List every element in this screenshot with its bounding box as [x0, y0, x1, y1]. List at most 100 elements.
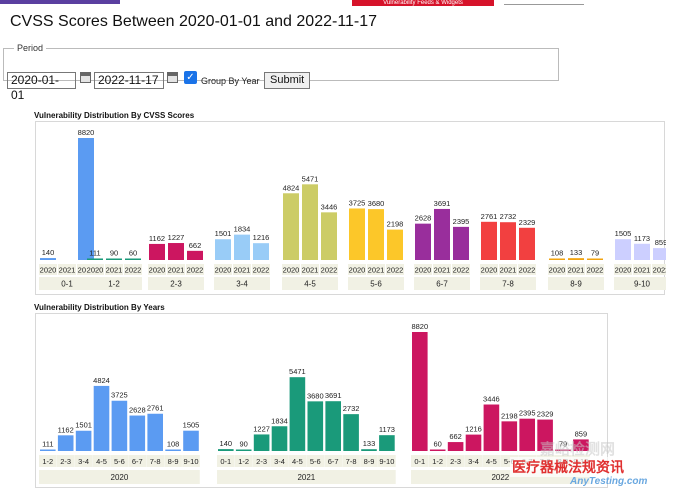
category-tick-bg: [446, 455, 465, 467]
year-tick-label: 2022: [321, 266, 338, 275]
year-tick-label: 2021: [500, 266, 517, 275]
bar: [615, 239, 631, 260]
end-date-input[interactable]: 2022-11-17: [94, 72, 164, 89]
group-tick-label: 6-7: [436, 280, 448, 289]
category-tick-label: 8-9: [168, 457, 179, 466]
cvss-chart-title: Vulnerability Distribution By CVSS Score…: [34, 111, 195, 120]
year-tick-label: 2022: [125, 266, 142, 275]
data-label: 1501: [215, 229, 232, 238]
data-label: 859: [655, 238, 666, 247]
category-tick-bg: [56, 455, 75, 467]
year-tick-label: 2021: [302, 266, 319, 275]
bar: [40, 449, 56, 451]
bar: [325, 401, 341, 451]
year-group-label: 2021: [297, 473, 315, 482]
bar: [218, 449, 234, 451]
category-tick-bg: [306, 455, 325, 467]
bar: [215, 239, 231, 260]
bar: [412, 332, 428, 451]
years-chart-title: Vulnerability Distribution By Years: [34, 303, 165, 312]
bar: [429, 449, 446, 451]
data-label: 79: [591, 249, 599, 258]
submit-button[interactable]: Submit: [264, 72, 311, 89]
category-tick-bg: [252, 455, 271, 467]
nav-fragment-right[interactable]: [504, 0, 584, 5]
category-tick-bg: [342, 455, 360, 467]
year-tick-label: 2020: [481, 266, 498, 275]
calendar-icon[interactable]: [80, 72, 91, 83]
bar: [343, 414, 359, 451]
category-tick-label: 1-2: [42, 457, 53, 466]
bar: [321, 212, 337, 260]
vulnerability-feeds-button[interactable]: Vulnerability Feeds & Widgets: [352, 0, 494, 6]
bar: [283, 193, 299, 260]
group-tick-bg: [614, 277, 670, 290]
data-label: 90: [240, 440, 248, 449]
bar: [307, 401, 324, 451]
year-tick-label: 2022: [519, 266, 536, 275]
nav-fragment[interactable]: [0, 0, 120, 4]
bar: [501, 421, 518, 451]
bar: [379, 435, 395, 451]
bar: [271, 426, 288, 451]
group-tick-label: 1-2: [108, 280, 120, 289]
year-group-bg: [39, 470, 200, 484]
year-tick-bg: [567, 264, 585, 275]
category-tick-label: 0-1: [220, 457, 231, 466]
cvss-chart-frame: 14020202021882020220-1111202090202160202…: [35, 121, 670, 295]
data-label: 3691: [434, 199, 451, 208]
bar: [555, 449, 571, 451]
bar: [453, 226, 469, 260]
year-tick-label: 2021: [568, 266, 585, 275]
data-label: 3725: [111, 391, 128, 400]
year-tick-bg: [86, 264, 104, 275]
data-label: 60: [129, 249, 137, 258]
data-label: 1227: [253, 424, 270, 433]
year-tick-bg: [633, 264, 651, 275]
group-tick-label: 7-8: [502, 280, 514, 289]
start-date-input[interactable]: 2020-01-01: [7, 72, 76, 102]
year-tick-bg: [320, 264, 338, 275]
category-tick-label: 5-6: [504, 457, 515, 466]
watermark-url: AnyTesting.com: [570, 476, 648, 487]
data-label: 2732: [500, 212, 517, 221]
years-distribution-chart: 111 1-2 1162 2-3 1501 3-4 4824 4-5 3725 5-6 2628 6-…: [39, 322, 590, 484]
calendar-icon[interactable]: [167, 72, 178, 83]
data-label: 90: [110, 249, 118, 258]
group-tick-label: 2-3: [170, 280, 182, 289]
category-tick-bg: [128, 455, 147, 467]
bar: [387, 229, 403, 260]
group-tick-bg: [214, 277, 270, 290]
data-label: 1834: [234, 225, 251, 234]
category-tick-label: 9-10: [183, 457, 198, 466]
bar: [78, 138, 94, 260]
category-tick-bg: [324, 455, 342, 467]
bar: [183, 430, 199, 451]
category-tick-label: 7-8: [150, 457, 161, 466]
bar: [500, 222, 516, 260]
category-tick-label: 4-5: [486, 457, 497, 466]
bar: [234, 234, 250, 260]
year-tick-bg: [499, 264, 517, 275]
group-tick-label: 9-10: [634, 280, 651, 289]
bar: [40, 258, 56, 260]
years-chart-frame: 111 1-2 1162 2-3 1501 3-4 4824 4-5 3725 5-6 2628 6-…: [35, 313, 608, 488]
bar: [447, 442, 464, 451]
bar: [653, 248, 669, 260]
data-label: 111: [42, 440, 53, 449]
watermark-site: 嘉峪检测网: [540, 441, 616, 458]
year-tick-bg: [233, 264, 251, 275]
data-label: 1173: [634, 234, 650, 243]
year-tick-bg: [252, 264, 270, 275]
category-tick-bg: [39, 455, 57, 467]
year-group-bg: [217, 470, 396, 484]
data-label: 60: [434, 440, 442, 449]
group-by-year-checkbox[interactable]: ✓: [184, 71, 197, 84]
bar: [481, 221, 497, 260]
category-tick-label: 3-4: [78, 457, 89, 466]
data-label: 8820: [411, 322, 428, 331]
data-label: 2395: [453, 217, 470, 226]
year-tick-bg: [367, 264, 385, 275]
year-tick-bg: [214, 264, 232, 275]
data-label: 1834: [271, 416, 288, 425]
